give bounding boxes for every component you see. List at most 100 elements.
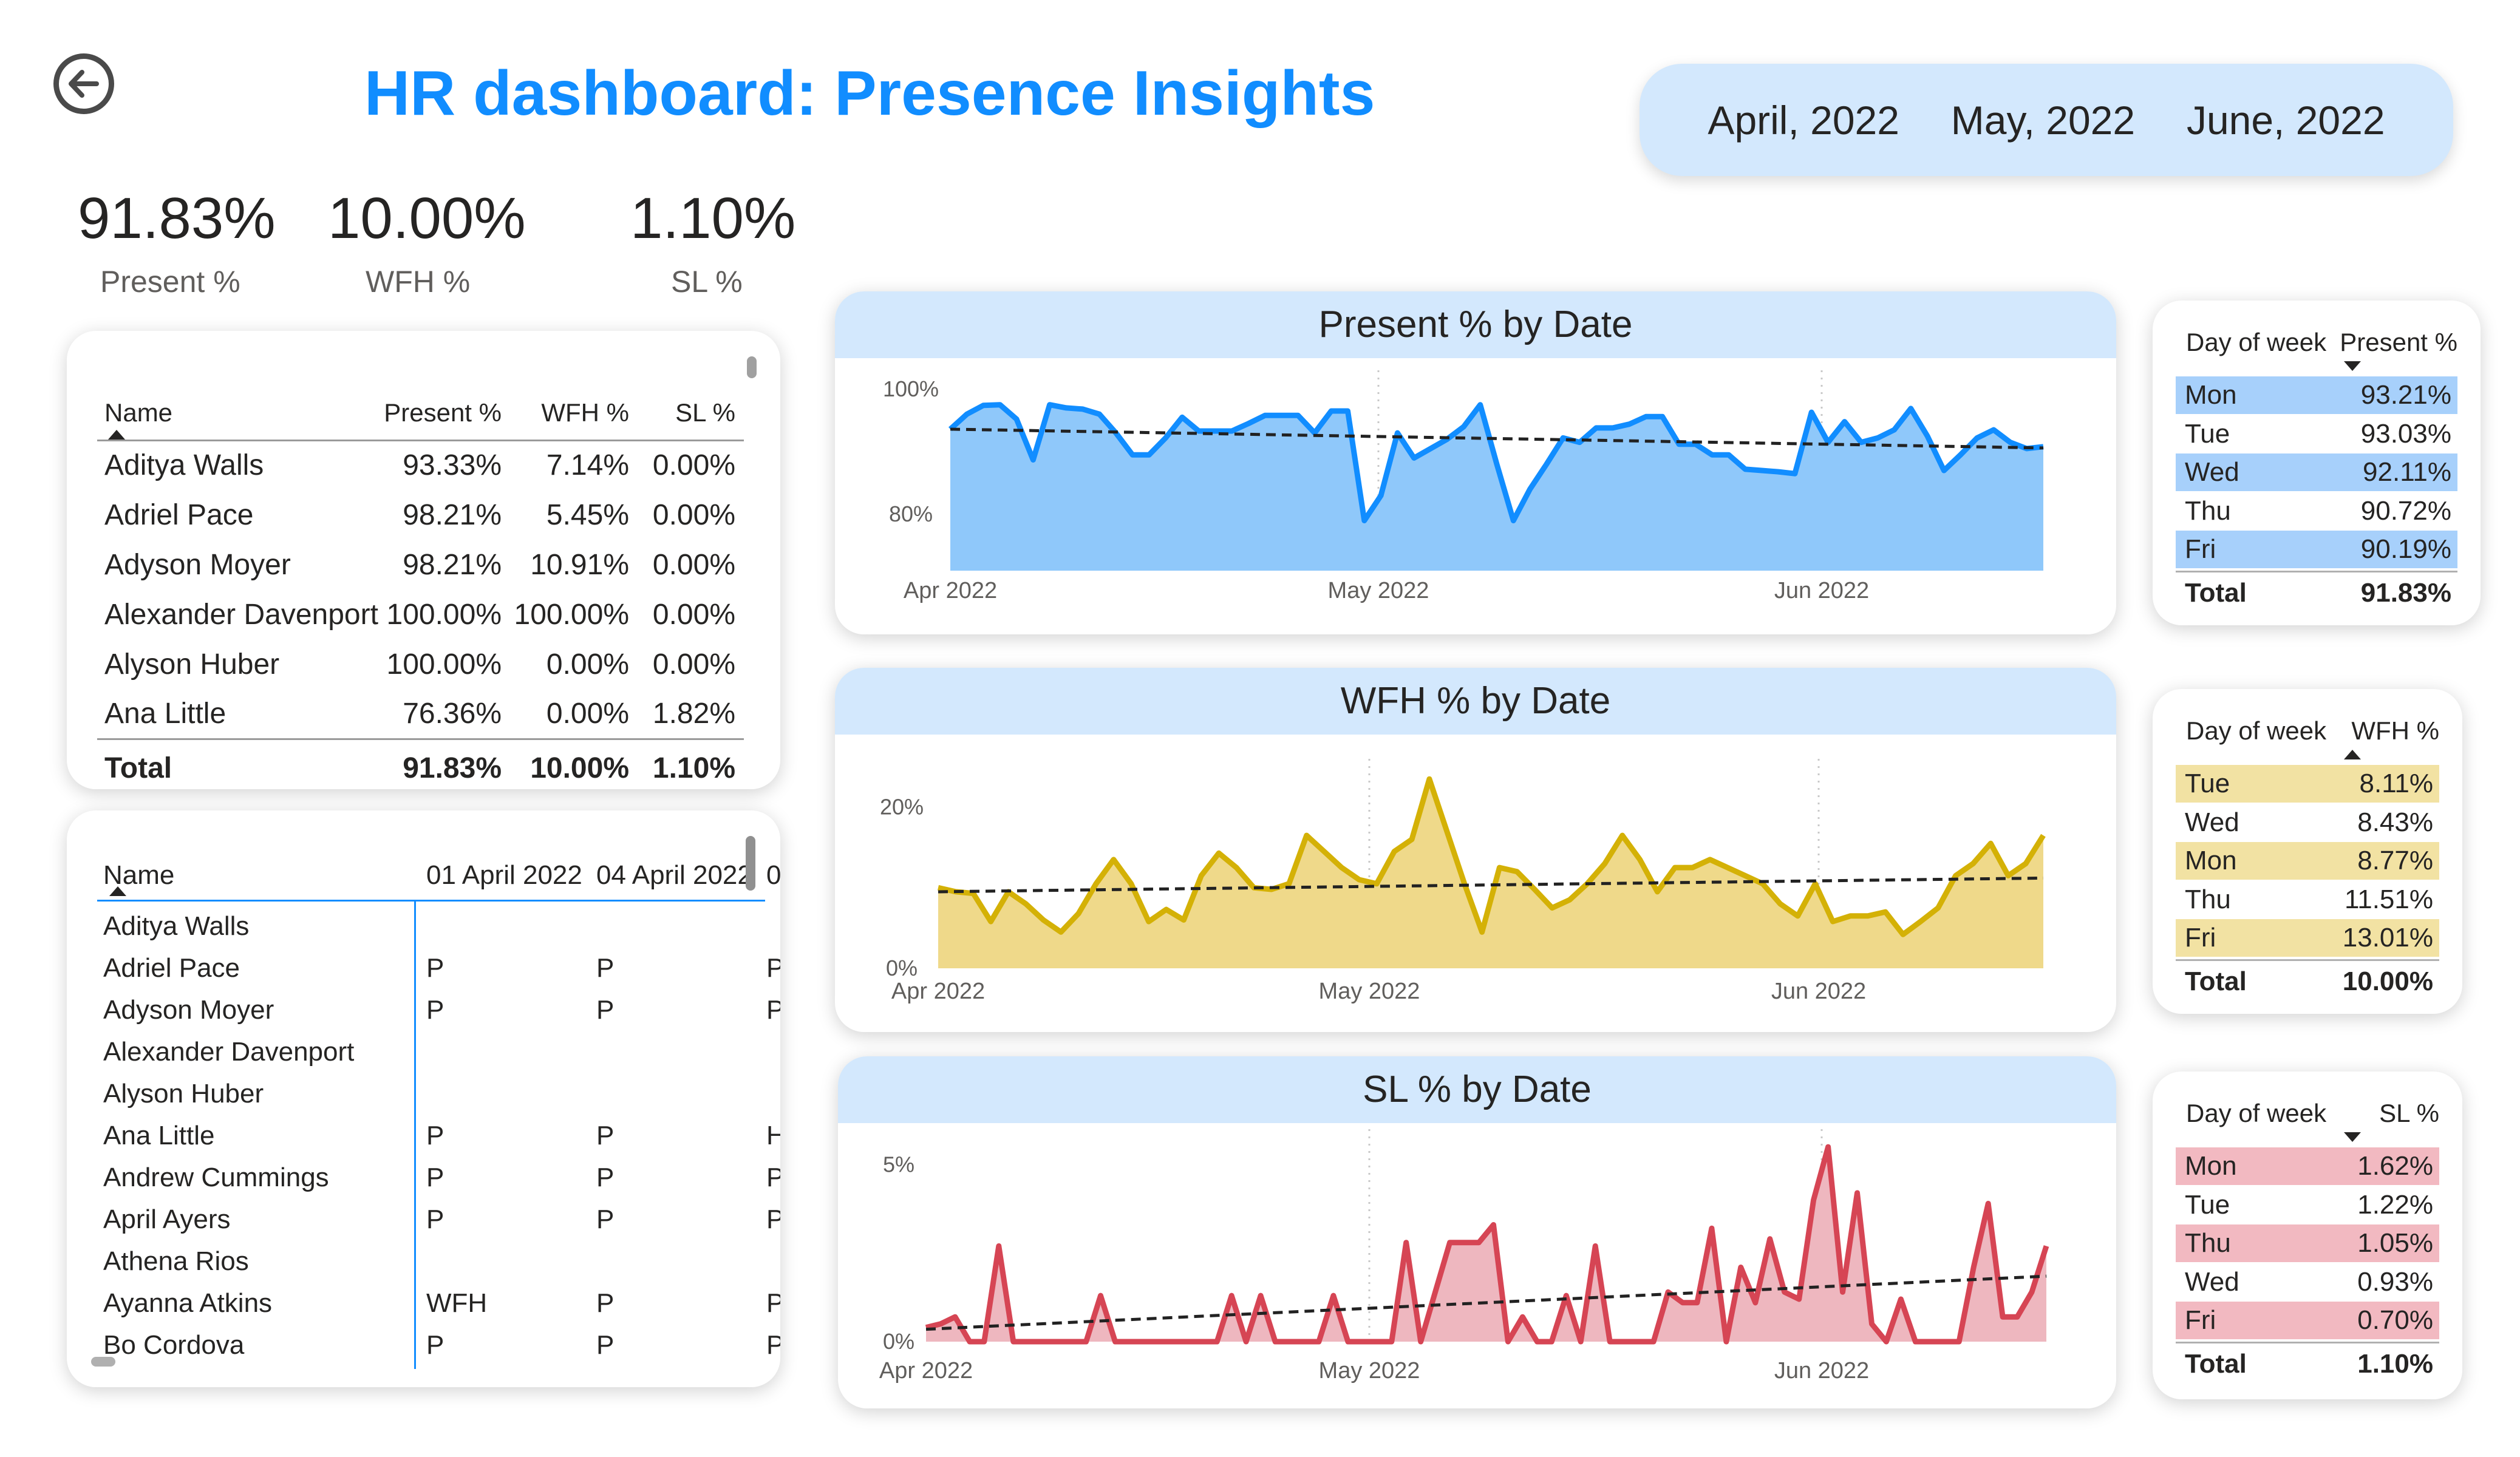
table-row[interactable]: Adyson Moyer 98.21% 10.91% 0.00% [97,540,744,589]
present-by-date-chart[interactable]: 100% 80% Apr 2022 May 2022 Jun 2022 [835,291,2116,634]
matrix-row[interactable]: Adyson Moyer P P P [97,991,780,1033]
table-row[interactable]: Fri 0.70% [2176,1302,2439,1339]
column-header-metric[interactable]: Present % [2340,328,2457,356]
series-line [925,1144,2049,1345]
table-row[interactable]: Tue 8.11% [2176,765,2439,803]
day-label: Wed [2185,1266,2239,1297]
attendance-status: P [766,1330,780,1360]
employee-name: Alyson Huber [104,648,280,681]
matrix-row[interactable]: Aditya Walls [97,908,765,949]
column-header-name[interactable]: Name [97,361,383,441]
table-row[interactable]: Wed 8.43% [2176,804,2439,841]
wfh-by-date-chart[interactable]: 20% 0%Apr 2022 May 2022 Jun 2022 [835,668,2116,1032]
matrix-column-date-1[interactable]: 01 April 2022 [426,860,582,890]
total-label: Total [2185,966,2247,996]
matrix-row[interactable]: April Ayers P P P [97,1201,780,1243]
table-row[interactable]: Alexander Davenport 100.00% 100.00% 0.00% [97,589,744,639]
x-tick-label: Apr 2022 [904,578,997,603]
attendance-status: P [426,1330,444,1360]
column-header-present[interactable]: Present % [383,361,510,441]
x-tick-label: Apr 2022 [891,979,985,1004]
metric-value: 98.21% [403,548,502,581]
table-row[interactable]: Aditya Walls 93.33% 7.14% 0.00% [97,440,744,490]
present-by-day-table: Day of week Present % Mon 93.21% Tue 93.03% We… [2153,301,2481,625]
table-row[interactable]: Wed 0.93% [2176,1263,2439,1301]
attendance-status: P [766,995,780,1025]
wfh-chart-title: WFH % by Date [835,668,2116,735]
employee-name: Andrew Cummings [103,1163,329,1192]
column-header-metric[interactable]: SL % [2379,1099,2439,1127]
y-tick-label: 5% [883,1152,914,1177]
table-row[interactable]: Tue 93.03% [2176,415,2457,453]
table-row[interactable]: Thu 11.51% [2176,881,2439,919]
trend-line [950,427,2044,450]
month-option-may[interactable]: May, 2022 [1950,97,2136,143]
matrix-row[interactable]: Andrew Cummings P P P [97,1159,780,1201]
matrix-vertical-scrollbar[interactable] [746,836,755,891]
table-row[interactable]: Mon 8.77% [2176,842,2439,880]
matrix-row[interactable]: Adriel Pace P P P [97,949,780,991]
matrix-row[interactable]: Ana Little P P HPL [97,1117,780,1159]
day-label: Wed [2185,807,2239,837]
metric-value: 1.62% [2357,1151,2433,1181]
table-row[interactable]: Tue 1.22% [2176,1186,2439,1224]
table-row[interactable]: Thu 1.05% [2176,1224,2439,1262]
metric-value: 11.51% [2345,884,2433,914]
metric-value: 0.00% [652,598,735,631]
column-header-day[interactable]: Day of week [2186,716,2327,745]
table-row[interactable]: Alyson Huber 100.00% 0.00% 0.00% [97,639,744,689]
matrix-row[interactable]: Alexander Davenport [97,1033,765,1075]
table-row[interactable]: Wed 92.11% [2176,453,2457,491]
y-tick-label: 0% [883,1329,914,1354]
total-label: Total [2185,577,2247,608]
column-header-wfh[interactable]: WFH % [510,361,638,441]
matrix-row[interactable]: Ayanna Atkins WFH P P [97,1285,780,1326]
metric-value: 90.72% [2360,495,2451,526]
employee-name: Ayanna Atkins [103,1288,273,1318]
table-row[interactable]: Mon 1.62% [2176,1147,2439,1185]
matrix-column-date-2[interactable]: 04 April 2022 [596,860,752,890]
matrix-column-name[interactable]: Name [103,860,175,890]
column-header-day[interactable]: Day of week [2186,1099,2327,1127]
matrix-column-date-3[interactable]: 05 A [766,860,780,890]
metric-value: 92.11% [2363,457,2451,487]
sort-ascending-icon [108,429,125,440]
employee-name: Ana Little [103,1121,215,1150]
total-row: Total 1.10% [2176,1345,2439,1383]
x-tick-label: Jun 2022 [1774,578,1869,603]
table-row[interactable]: Fri 13.01% [2176,919,2439,957]
matrix-row[interactable]: Bo Cordova P P P [97,1326,780,1368]
column-header-day[interactable]: Day of week [2186,328,2327,356]
metric-value: 0.00% [652,498,735,531]
attendance-status: P [766,1163,780,1192]
matrix-horizontal-scrollbar[interactable] [91,1357,115,1367]
table-row[interactable]: Adriel Pace 98.21% 5.45% 0.00% [97,490,744,540]
total-value: 91.83% [2360,577,2451,608]
sl-by-date-chart[interactable]: 5% 0% Apr 2022 May 2022 Jun 2022 [838,1056,2116,1408]
metric-value: 0.00% [546,648,629,681]
wfh-by-day-table: Day of week WFH % Tue 8.11% Wed 8.43% Mon 8.77%… [2153,689,2462,1014]
table-row[interactable]: Fri 90.19% [2176,531,2457,568]
matrix-row[interactable]: Alyson Huber [97,1075,765,1117]
month-slicer[interactable]: April, 2022 May, 2022 June, 2022 [1640,64,2453,176]
attendance-status: P [426,995,444,1025]
day-label: Mon [2185,846,2237,875]
attendance-matrix-card: Name 01 April 2022 04 April 2022 05 A Ad… [67,810,780,1387]
summary-scrollbar[interactable] [747,356,757,378]
day-label: Tue [2185,769,2230,798]
employee-name: Adyson Moyer [103,995,274,1025]
table-row[interactable]: Ana Little 76.36% 0.00% 1.82% [97,689,744,739]
total-row: Total 10.00% [2176,963,2439,1000]
matrix-row[interactable]: Athena Rios [97,1243,765,1285]
employee-name: Alexander Davenport [104,598,378,631]
back-button[interactable] [53,53,114,114]
column-header-metric[interactable]: WFH % [2351,716,2439,745]
table-row[interactable]: Thu 90.72% [2176,492,2457,530]
series-area [938,779,2043,968]
table-row[interactable]: Mon 93.21% [2176,376,2457,414]
attendance-status: WFH [426,1288,488,1318]
column-header-sl[interactable]: SL % [638,361,744,441]
month-option-june[interactable]: June, 2022 [2186,97,2385,143]
summary-table-card: Name Present % WFH % SL % Aditya Walls 93… [67,331,780,789]
month-option-april[interactable]: April, 2022 [1708,97,1899,143]
